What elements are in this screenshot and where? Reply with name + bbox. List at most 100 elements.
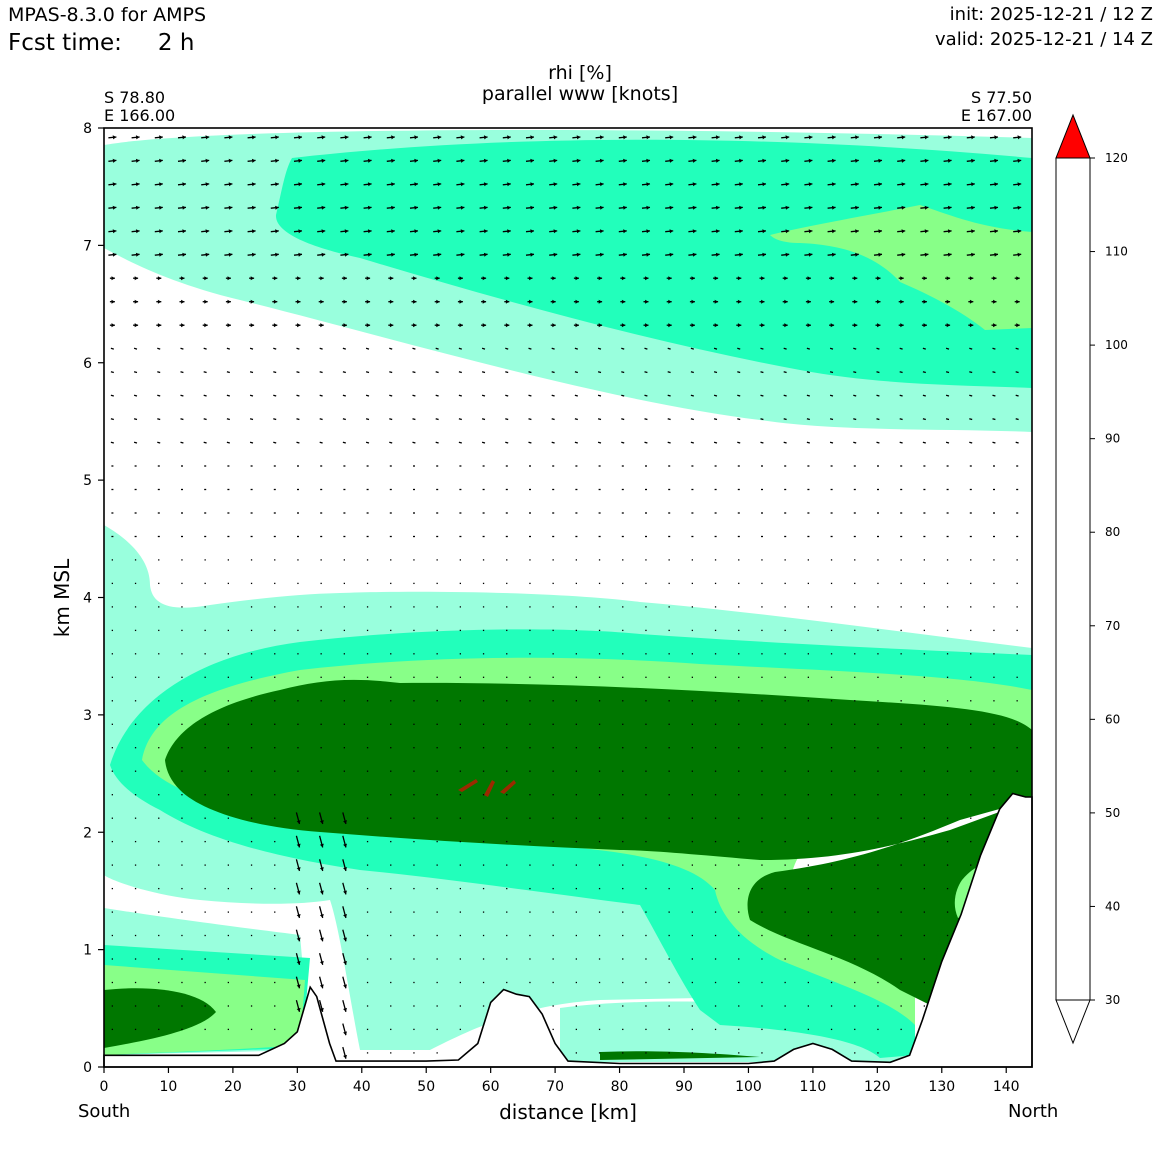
y-tick-label: 5 <box>83 473 92 489</box>
wind-vector <box>224 229 233 234</box>
wind-vector <box>505 418 509 421</box>
wind-vector <box>502 205 511 210</box>
rhi-contour-low-80 <box>104 988 216 1048</box>
x-tick-label: 40 <box>353 1079 371 1095</box>
wind-vector <box>505 371 509 374</box>
wind-vector <box>805 299 811 304</box>
wind-vector <box>296 418 300 421</box>
wind-vector <box>528 418 532 421</box>
wind-vector <box>597 276 603 281</box>
wind-vector <box>504 299 510 304</box>
wind-vector <box>850 182 859 187</box>
wind-vector <box>226 394 230 397</box>
wind-vector <box>340 229 349 234</box>
wind-vector <box>713 371 718 374</box>
wind-vector <box>109 299 115 304</box>
wind-vector <box>412 394 416 397</box>
wind-vector <box>179 299 185 304</box>
wind-vector <box>412 347 416 350</box>
wind-vector <box>641 229 651 234</box>
wind-vectors <box>108 135 1022 1059</box>
rhi-contour-upper-60 <box>770 205 1032 330</box>
wind-vector <box>806 347 810 350</box>
wind-vector <box>131 182 140 187</box>
wind-vector <box>409 252 419 257</box>
wind-vector <box>922 441 926 444</box>
wind-vector <box>549 229 558 234</box>
wind-vector <box>363 182 372 187</box>
wind-vector <box>827 135 836 140</box>
wind-vector <box>389 441 393 444</box>
wind-vector <box>154 158 163 163</box>
wind-vector <box>409 182 419 187</box>
wind-vector <box>479 135 488 140</box>
wind-vector <box>457 323 463 328</box>
wind-vector <box>249 347 254 350</box>
colorbar-tick-label: 70 <box>1105 619 1120 633</box>
wind-vector <box>481 418 486 421</box>
wind-vector <box>969 441 973 444</box>
wind-vector <box>1013 205 1022 210</box>
wind-vector <box>365 347 370 350</box>
wind-vector <box>966 252 975 257</box>
wind-vector <box>201 229 210 234</box>
x-tick-label: 120 <box>864 1079 891 1095</box>
wind-vector <box>133 347 138 350</box>
wind-vector <box>504 323 510 328</box>
wind-vector <box>479 205 488 210</box>
forecast-time-label: Fcst time: <box>8 30 122 56</box>
wind-vector <box>177 158 187 163</box>
wind-vector <box>412 418 416 421</box>
wind-vector <box>621 418 625 421</box>
chart-subtitle: parallel www [knots] <box>481 83 679 105</box>
wind-vector <box>502 158 511 163</box>
wind-vector <box>666 323 672 328</box>
wind-vector <box>806 394 810 397</box>
wind-vector <box>968 299 974 304</box>
wind-vector <box>690 418 694 421</box>
wind-vector <box>643 323 649 328</box>
x-tick-label: 0 <box>100 1079 109 1095</box>
wind-vector <box>621 371 625 374</box>
wind-vector <box>293 158 303 163</box>
wind-vector <box>342 929 347 942</box>
wind-vector <box>1015 418 1019 421</box>
wind-vector <box>481 347 486 350</box>
wind-vector <box>549 135 558 140</box>
wind-vector <box>318 276 324 281</box>
wind-vector <box>922 394 926 397</box>
wind-vector <box>827 252 836 257</box>
wind-vector <box>296 347 300 350</box>
wind-vector <box>525 158 535 163</box>
wind-vector <box>154 229 163 234</box>
wind-vector <box>757 205 767 210</box>
wind-vector <box>689 276 695 281</box>
wind-vector <box>110 418 114 421</box>
wind-vector <box>249 299 255 304</box>
wind-vector <box>456 252 465 257</box>
wind-vector <box>595 205 604 210</box>
x-tick-label: 90 <box>675 1079 693 1095</box>
wind-vector <box>435 347 439 350</box>
wind-vector <box>665 252 674 257</box>
wind-vector <box>711 182 720 187</box>
wind-vector <box>1015 371 1019 374</box>
wind-vector <box>108 205 117 210</box>
wind-vector <box>827 229 836 234</box>
wind-vector <box>876 371 880 374</box>
wind-vector <box>386 158 395 163</box>
wind-vector <box>296 371 300 374</box>
wind-vector <box>179 276 185 281</box>
wind-vector <box>1015 441 1019 444</box>
wind-vector <box>920 252 929 257</box>
wind-vector <box>202 276 208 281</box>
wind-vector <box>898 299 904 304</box>
wind-vector <box>875 323 881 328</box>
wind-vector <box>203 441 207 444</box>
x-tick-label: 10 <box>160 1079 178 1095</box>
wind-vector <box>388 299 394 304</box>
wind-vector <box>595 182 604 187</box>
wind-vector <box>1015 347 1019 350</box>
wind-vector <box>154 252 163 257</box>
wind-vector <box>551 371 555 374</box>
